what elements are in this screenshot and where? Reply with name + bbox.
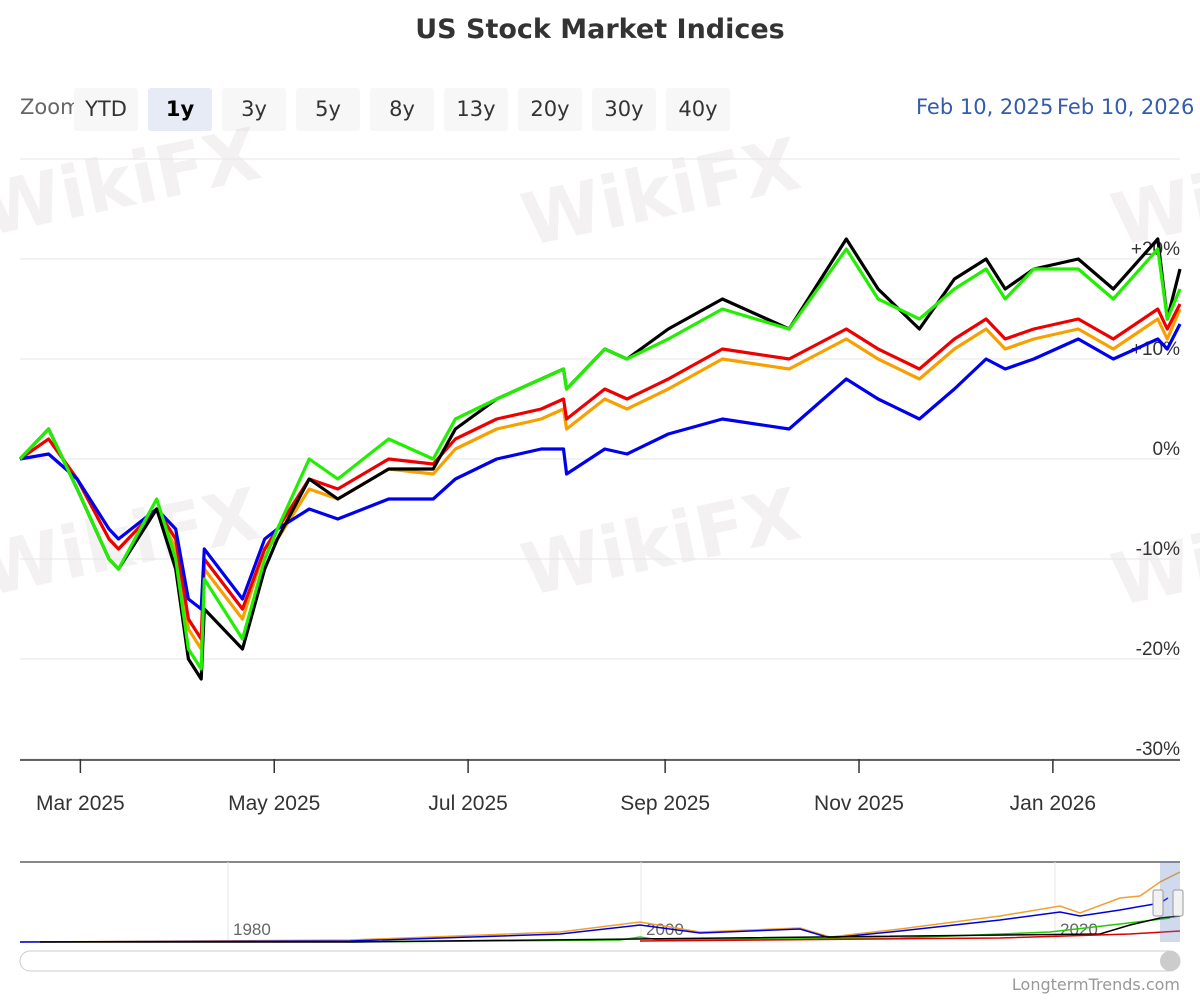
series-line-4 (18, 247, 1182, 671)
series-line-1 (19, 303, 1182, 641)
y-tick-label: -20% (1136, 639, 1180, 660)
zoom-button-8y[interactable]: 8y (370, 88, 434, 131)
x-tick-label: Mar 2025 (36, 792, 125, 815)
x-tick-label: Nov 2025 (814, 792, 904, 815)
y-tick-label: -10% (1136, 539, 1180, 560)
navigator (20, 862, 1180, 942)
navigator-series-1 (19, 897, 1169, 943)
zoom-button-5y[interactable]: 5y (296, 88, 360, 131)
zoom-button-13y[interactable]: 13y (444, 88, 508, 131)
zoom-button-40y[interactable]: 40y (666, 88, 730, 131)
zoom-button-1y[interactable]: 1y (148, 88, 212, 131)
range-from[interactable]: Feb 10, 2025 (916, 95, 1054, 119)
navigator-selected-range (1160, 862, 1180, 942)
navigator-series-0 (19, 871, 1181, 943)
scrollbar-thumb[interactable] (1160, 951, 1180, 971)
x-tick-label: Jul 2025 (428, 792, 507, 815)
scrollbar-track[interactable] (19, 950, 1181, 972)
navigator-handle-left[interactable] (1152, 889, 1164, 917)
navigator-handle-right[interactable] (1172, 889, 1184, 917)
navigator-series-4 (639, 930, 1181, 942)
range-to[interactable]: Feb 10, 2026 (1057, 95, 1195, 119)
credit-link[interactable]: LongtermTrends.com (1011, 975, 1180, 994)
zoom-button-30y[interactable]: 30y (592, 88, 656, 131)
series-line-0 (19, 308, 1182, 651)
x-tick-label: May 2025 (228, 792, 320, 815)
x-tick-label: Sep 2025 (620, 792, 710, 815)
chart-title: US Stock Market Indices (415, 14, 785, 45)
navigator-series-3 (40, 915, 1181, 943)
y-tick-label: -30% (1136, 739, 1180, 760)
zoom-label: Zoom (20, 95, 76, 119)
series-line-2 (19, 323, 1182, 611)
y-tick-label: 0% (1153, 439, 1181, 460)
navigator-tick-label: 1980 (233, 920, 271, 939)
x-tick-label: Jan 2026 (1010, 792, 1096, 815)
zoom-button-3y[interactable]: 3y (222, 88, 286, 131)
zoom-button-20y[interactable]: 20y (518, 88, 582, 131)
zoom-button-ytd[interactable]: YTD (74, 88, 138, 131)
